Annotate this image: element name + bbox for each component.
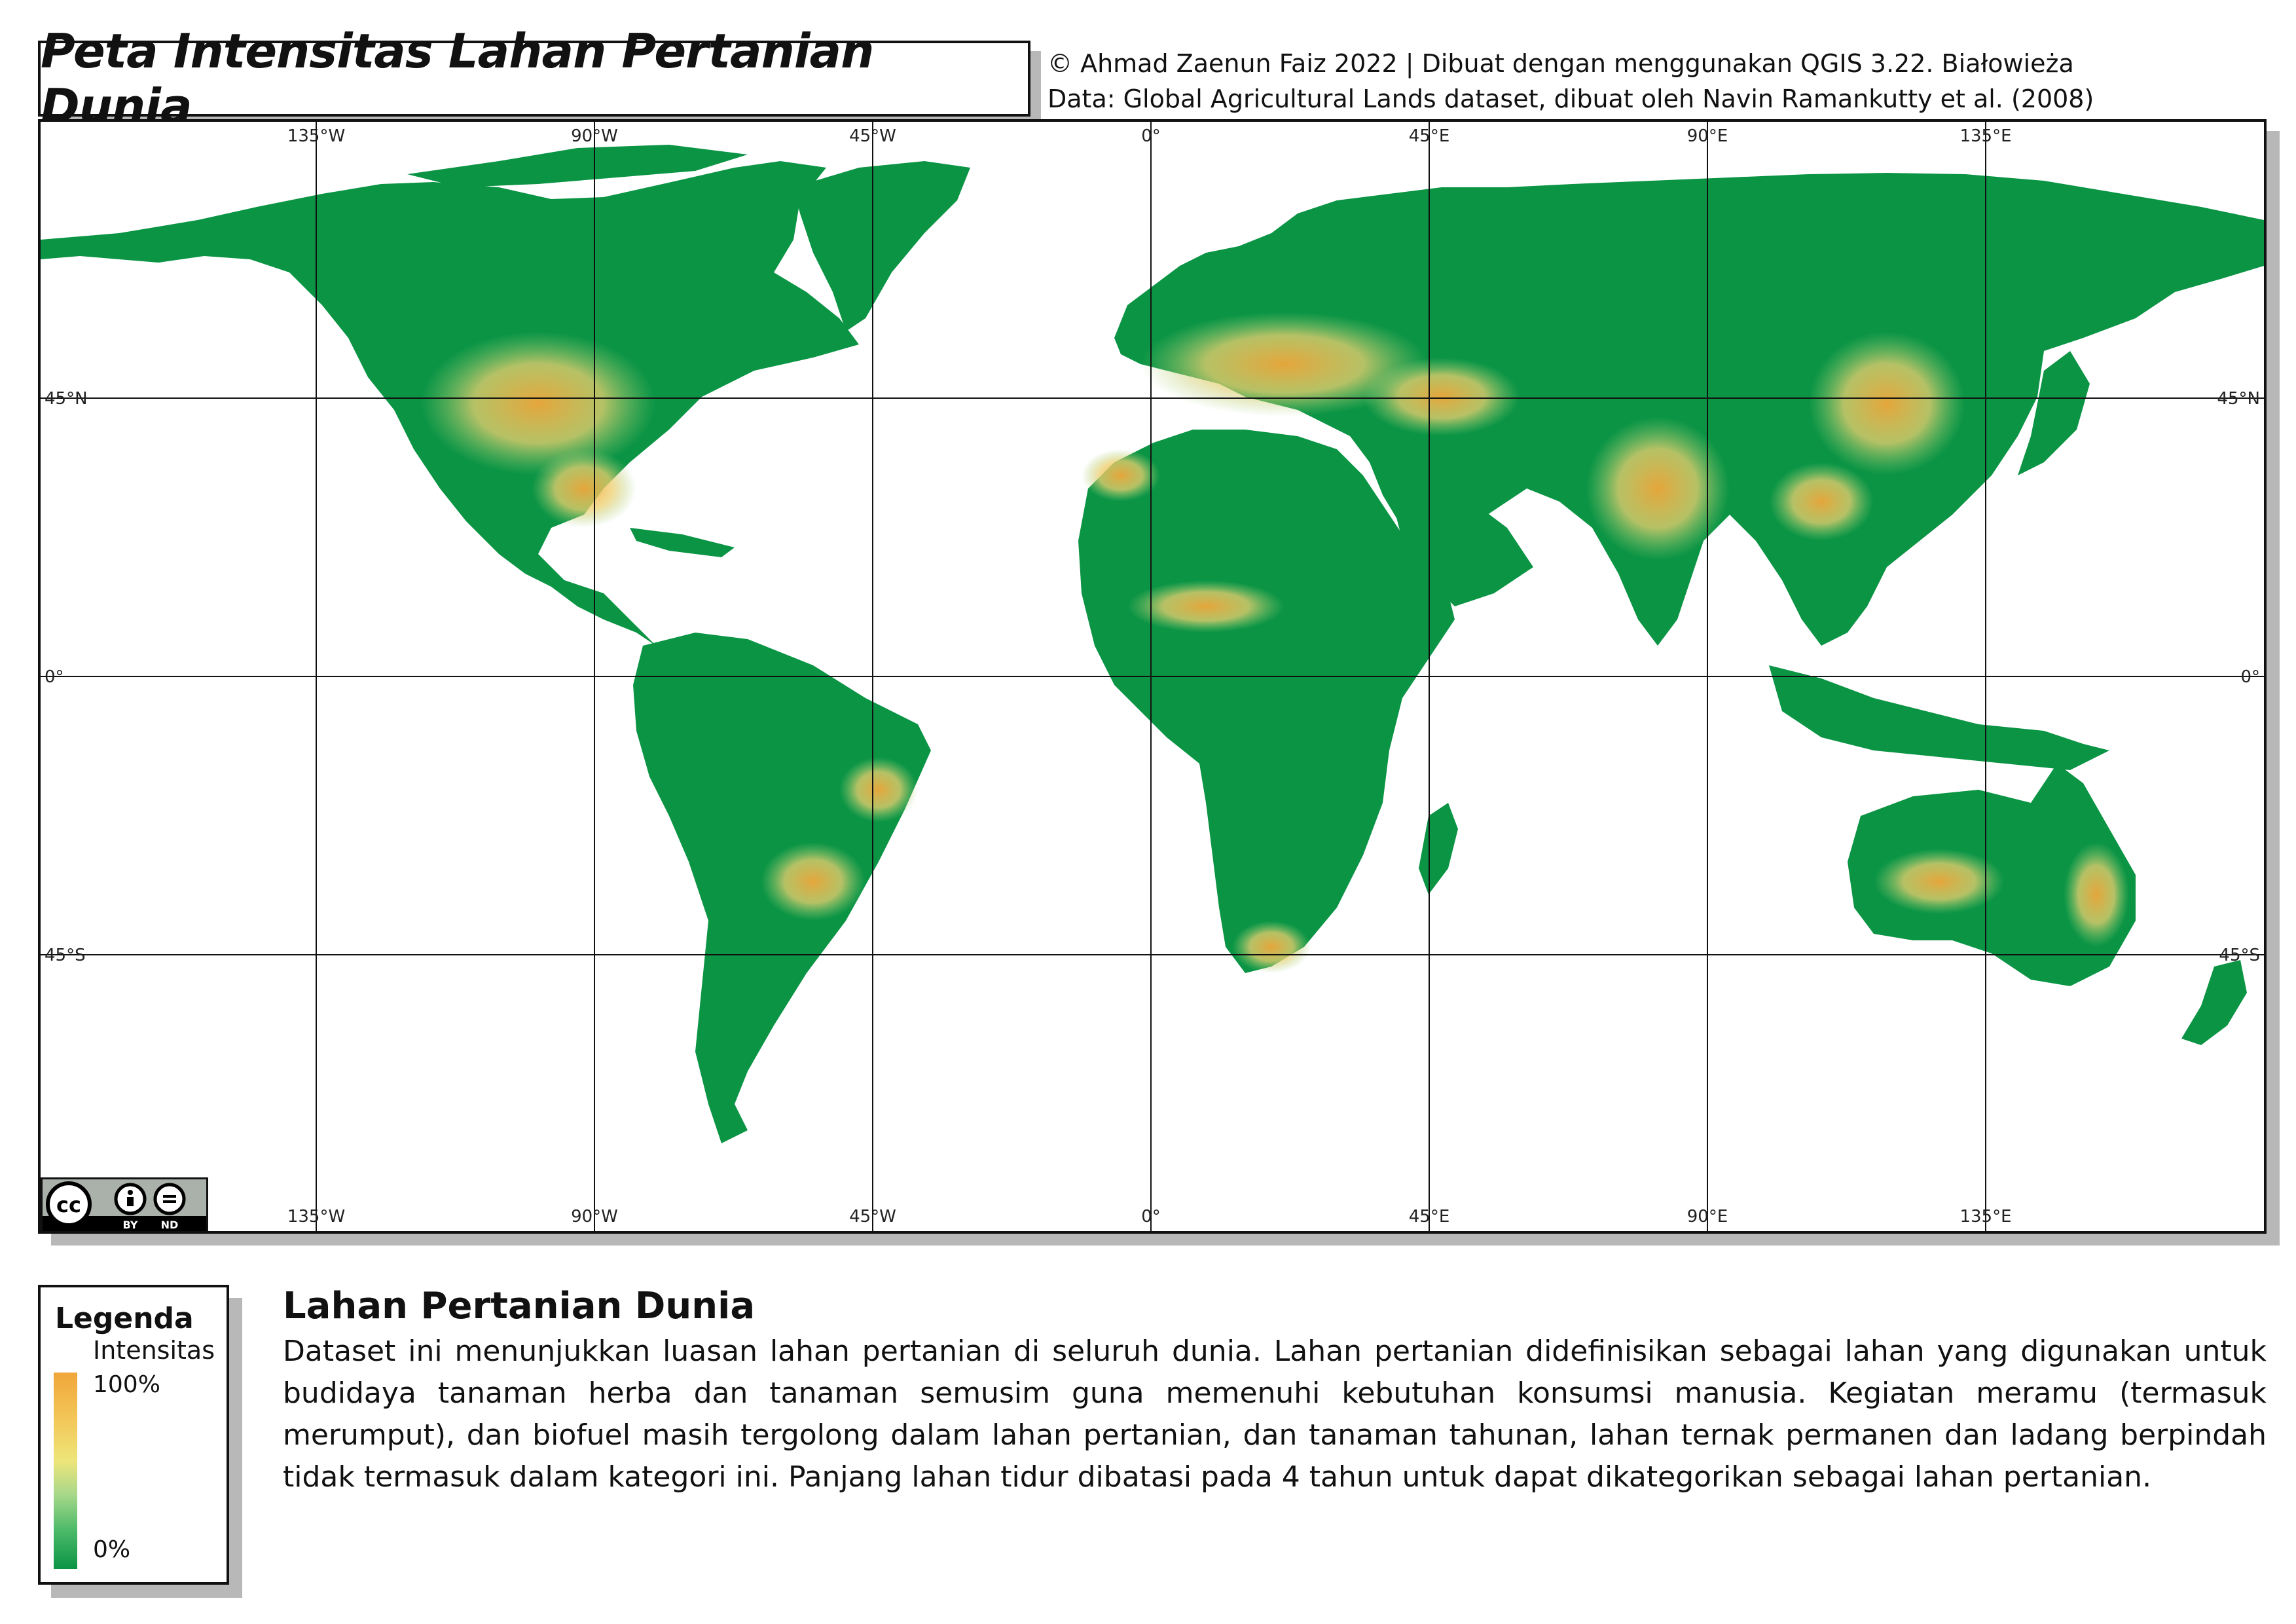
cropland-intensity <box>420 312 2129 973</box>
greenland <box>793 161 970 331</box>
caribbean <box>630 528 735 557</box>
credits-line-2: Data: Global Agricultural Lands dataset,… <box>1048 84 2094 113</box>
lat-labels-right: 45°N 0° 45°S <box>2217 389 2260 965</box>
lat-labels-left: 45°N 0° 45°S <box>45 389 88 965</box>
new-zealand <box>2181 960 2247 1045</box>
map-title: Peta Intensitas Lahan Pertanian Dunia <box>41 24 874 134</box>
legend-max-label: 100% <box>93 1371 160 1398</box>
svg-text:cc: cc <box>56 1192 81 1217</box>
lon-label-bottom: 0° <box>1141 1207 1161 1227</box>
lat-label-right: 0° <box>2240 667 2260 687</box>
legend-subtitle: Intensitas <box>93 1336 215 1365</box>
lat-label-right: 45°N <box>2217 389 2260 409</box>
lon-label-bottom: 135°E <box>1959 1207 2011 1227</box>
lat-label-right: 45°S <box>2219 946 2260 965</box>
southeast-asia-islands <box>1769 665 2109 770</box>
legend-min-label: 0% <box>93 1536 131 1563</box>
japan <box>2018 351 2090 475</box>
lon-label-top: 0° <box>1141 126 1161 146</box>
cc-nd-label: ND <box>161 1219 179 1231</box>
madagascar <box>1419 803 1458 895</box>
lat-label-left: 0° <box>45 667 64 687</box>
legend-color-ramp <box>54 1373 77 1569</box>
legend: Legenda Intensitas 100% 0% <box>38 1285 229 1585</box>
land-masses <box>41 145 2264 1143</box>
graticule <box>41 122 2264 1231</box>
world-map[interactable]: 135°W 90°W 45°W 0° 45°E 90°E 135°E 135°W… <box>41 122 2264 1231</box>
credits-line-1: © Ahmad Zaenun Faiz 2022 | Dibuat dengan… <box>1048 49 2074 78</box>
legend-title: Legenda <box>55 1302 194 1335</box>
lon-label-bottom: 45°E <box>1409 1207 1450 1227</box>
lat-label-left: 45°S <box>45 946 86 965</box>
lon-label-bottom: 90°E <box>1687 1207 1728 1227</box>
lon-label-top: 135°W <box>287 126 345 146</box>
lon-label-top: 45°W <box>849 126 896 146</box>
lon-labels-bottom: 135°W 90°W 45°W 0° 45°E 90°E 135°E <box>287 1207 2012 1227</box>
lon-label-top: 90°W <box>571 126 618 146</box>
description-body: Dataset ini menunjukkan luasan lahan per… <box>283 1335 2267 1494</box>
lon-label-top: 90°E <box>1687 126 1728 146</box>
description-heading: Lahan Pertanian Dunia <box>283 1285 756 1327</box>
map-frame[interactable]: 135°W 90°W 45°W 0° 45°E 90°E 135°E 135°W… <box>38 119 2267 1234</box>
lon-labels-top: 135°W 90°W 45°W 0° 45°E 90°E 135°E <box>287 126 2012 146</box>
title-box: Peta Intensitas Lahan Pertanian Dunia <box>38 24 1030 134</box>
arctic-islands <box>407 145 748 187</box>
cc-by-label: BY <box>123 1219 138 1231</box>
lon-label-bottom: 135°W <box>287 1207 345 1227</box>
lon-label-top: 45°E <box>1409 126 1450 146</box>
credits: © Ahmad Zaenun Faiz 2022 | Dibuat dengan… <box>1048 46 2094 117</box>
lat-label-left: 45°N <box>45 389 88 409</box>
arabia <box>1389 489 1533 606</box>
cc-by-nd-icon[interactable]: cc BY ND <box>41 1177 208 1231</box>
lon-label-bottom: 45°W <box>849 1207 896 1227</box>
africa <box>1078 430 1455 973</box>
lon-label-bottom: 90°W <box>571 1207 618 1227</box>
eurasia <box>1114 173 2264 646</box>
lon-label-top: 135°E <box>1959 126 2011 146</box>
